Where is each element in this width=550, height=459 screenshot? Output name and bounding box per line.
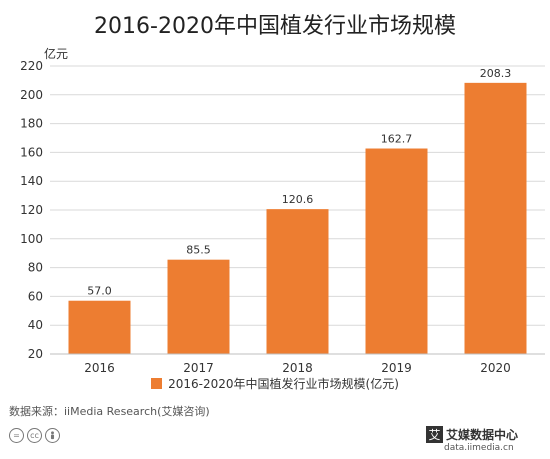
bar-value-label: 162.7 xyxy=(381,133,413,146)
y-tick-label: 80 xyxy=(28,261,43,275)
brand-url: data.iimedia.cn xyxy=(444,443,514,453)
source-note: 数据来源：iiMedia Research(艾媒咨询) xyxy=(9,405,210,418)
license-icons: = cc xyxy=(9,428,60,443)
legend-swatch xyxy=(151,378,163,389)
bar-value-label: 120.6 xyxy=(282,193,314,206)
y-tick-label: 40 xyxy=(28,318,43,332)
bar-2018 xyxy=(266,209,329,354)
brand-mark: 艾 xyxy=(426,426,443,443)
y-tick-label: 180 xyxy=(20,117,43,131)
y-axis-unit-label: 亿元 xyxy=(44,46,68,61)
cc-nd-icon: = xyxy=(9,428,24,443)
bar-value-label: 57.0 xyxy=(87,285,112,298)
y-tick-label: 120 xyxy=(20,203,43,217)
y-tick-label: 20 xyxy=(28,347,43,361)
bar-2017 xyxy=(167,259,230,354)
legend-label: 2016-2020年中国植发行业市场规模(亿元) xyxy=(168,377,399,391)
y-tick-label: 160 xyxy=(20,145,43,159)
value-labels: 57.0 85.5 120.6 162.7 208.3 xyxy=(87,67,511,298)
bar-2020 xyxy=(464,82,527,355)
y-axis-ticks: 20 40 60 80 100 120 140 160 180 200 220 xyxy=(20,59,43,361)
y-tick-label: 100 xyxy=(20,232,43,246)
bars xyxy=(68,82,527,355)
cc-by-icon xyxy=(45,428,60,443)
x-tick-label: 2018 xyxy=(282,361,313,375)
person-icon xyxy=(50,431,55,440)
x-axis-ticks: 2016 2017 2018 2019 2020 xyxy=(84,361,511,375)
x-tick-label: 2019 xyxy=(381,361,412,375)
cc-icon: cc xyxy=(27,428,42,443)
chart-title: 2016-2020年中国植发行业市场规模 xyxy=(94,14,456,39)
x-tick-label: 2016 xyxy=(84,361,115,375)
legend: 2016-2020年中国植发行业市场规模(亿元) xyxy=(0,375,550,392)
y-tick-label: 60 xyxy=(28,289,43,303)
y-tick-label: 200 xyxy=(20,88,43,102)
x-tick-label: 2020 xyxy=(480,361,511,375)
bar-chart: 20 40 60 80 100 120 140 160 180 200 220 57.0 85.5 12… xyxy=(20,46,545,375)
y-tick-label: 140 xyxy=(20,174,43,188)
bar-value-label: 85.5 xyxy=(186,244,211,257)
bar-value-label: 208.3 xyxy=(480,67,512,80)
x-tick-label: 2017 xyxy=(183,361,214,375)
bar-2019 xyxy=(365,148,428,354)
bar-2016 xyxy=(68,300,131,354)
brand-name: 艾媒数据中心 xyxy=(446,428,519,442)
brand-logo: 艾 艾媒数据中心 data.iimedia.cn xyxy=(400,420,550,459)
y-tick-label: 220 xyxy=(20,59,43,73)
